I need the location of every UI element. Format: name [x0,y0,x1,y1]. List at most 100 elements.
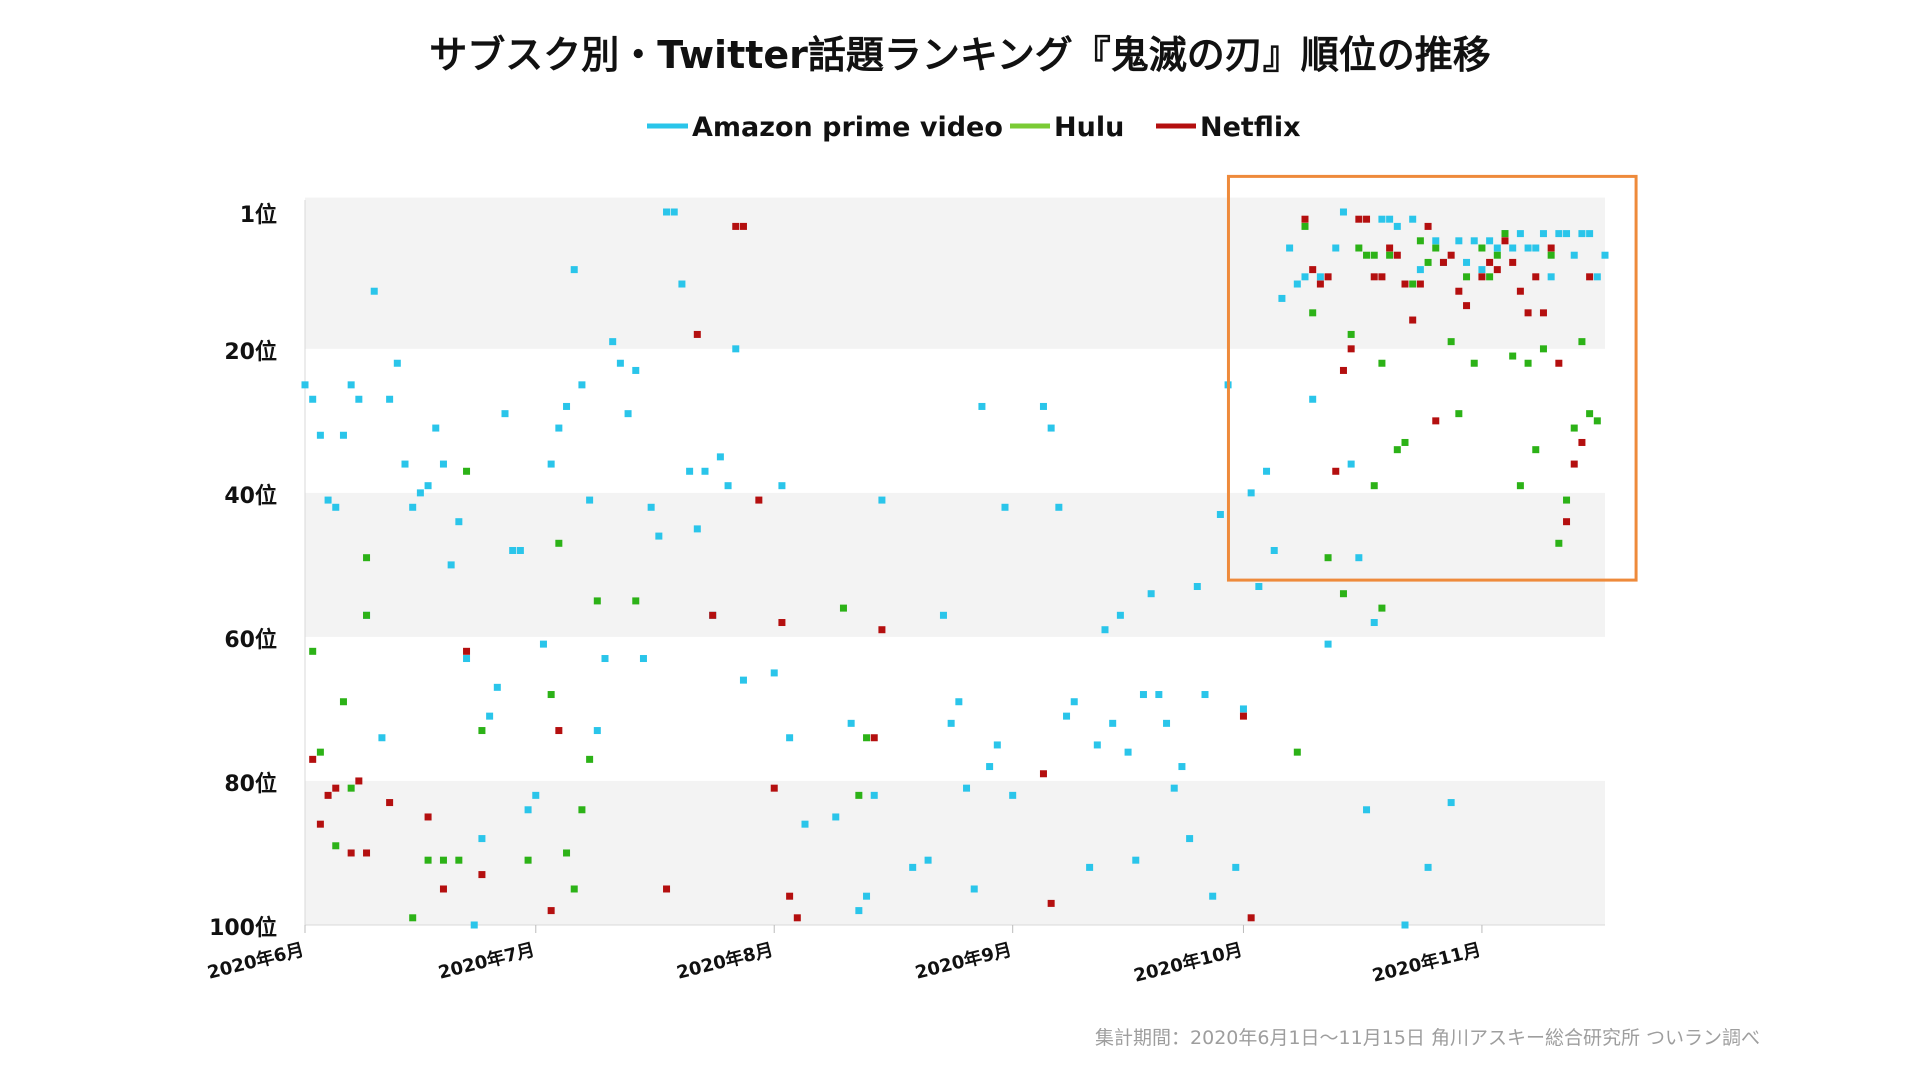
y-tick-label: 20位 [224,339,277,365]
amazon-prime-video-point [801,820,809,828]
netflix-point [1316,280,1324,288]
hulu-point [1563,496,1571,504]
hulu-point [563,849,571,857]
amazon-prime-video-point [1116,611,1124,619]
amazon-prime-video-point [1255,583,1263,591]
hulu-point [1493,251,1501,259]
amazon-prime-video-point [739,676,747,684]
amazon-prime-video-point [439,460,447,468]
y-tick-label: 40位 [224,483,277,509]
amazon-prime-video-point [1301,273,1309,281]
amazon-prime-video-point [724,482,732,490]
netflix-point [439,885,447,893]
amazon-prime-video-point [424,482,432,490]
amazon-prime-video-point [1132,856,1140,864]
amazon-prime-video-point [1155,691,1163,699]
amazon-prime-video-point [309,395,317,403]
amazon-prime-video-point [470,921,478,929]
amazon-prime-video-point [316,431,324,439]
background-band [305,197,1605,349]
amazon-prime-video-point [1363,806,1371,814]
amazon-prime-video-point [1416,266,1424,274]
hulu-point [1401,438,1409,446]
netflix-point [555,727,563,735]
netflix-point [1439,258,1447,266]
netflix-point [1324,273,1332,281]
background-band [305,780,1605,925]
amazon-prime-video-point [1386,215,1394,223]
amazon-prime-video-point [355,395,363,403]
hulu-point [1432,244,1440,252]
amazon-prime-video-point [432,424,440,432]
source-note: 集計期間：2020年6月1日〜11月15日 角川アスキー総合研究所 ついラン調べ [1095,1027,1760,1049]
netflix-point [1047,899,1055,907]
amazon-prime-video-point [601,655,609,663]
hulu-point [1539,345,1547,353]
amazon-prime-video-point [1086,863,1094,871]
hulu-point [593,597,601,605]
netflix-point [478,871,486,879]
amazon-prime-video-point [555,424,563,432]
hulu-point [1463,273,1471,281]
hulu-point [478,727,486,735]
amazon-prime-video-point [1286,244,1294,252]
y-tick-label: 80位 [224,771,277,797]
hulu-point [332,842,340,850]
hulu-point [347,784,355,792]
hulu-point [578,806,586,814]
hulu-point [1416,237,1424,245]
hulu-point [463,467,471,475]
hulu-point [1363,251,1371,259]
netflix-point [1570,460,1578,468]
amazon-prime-video-point [301,381,309,389]
legend-label-hulu: Hulu [1054,112,1124,143]
netflix-point [1416,280,1424,288]
amazon-prime-video-point [870,791,878,799]
hulu-point [1501,230,1509,238]
hulu-point [1301,222,1309,230]
hulu-point [439,856,447,864]
amazon-prime-video-point [963,784,971,792]
amazon-prime-video-point [609,338,617,346]
netflix-point [786,892,794,900]
data-points [301,208,1609,929]
amazon-prime-video-point [1178,763,1186,771]
amazon-prime-video-point [370,287,378,295]
amazon-prime-video-point [447,561,455,569]
netflix-point [332,784,340,792]
netflix-point [1378,273,1386,281]
axes [304,200,1605,933]
hulu-point [316,748,324,756]
netflix-point [1539,309,1547,317]
hulu-point [555,539,563,547]
netflix-point [1555,359,1563,367]
amazon-prime-video-point [347,381,355,389]
amazon-prime-video-point [678,280,686,288]
amazon-prime-video-point [1539,230,1547,238]
amazon-prime-video-point [847,719,855,727]
netflix-point [1409,316,1417,324]
hulu-point [1570,424,1578,432]
y-axis-tick-labels: 1位 20位 40位 60位 80位 100位 [209,202,277,941]
amazon-prime-video-point [716,453,724,461]
hulu-point [1555,539,1563,547]
hulu-point [586,755,594,763]
hulu-point [1516,482,1524,490]
amazon-prime-video-point [770,669,778,677]
netflix-point [316,820,324,828]
amazon-prime-video-point [1193,583,1201,591]
netflix-point [1309,266,1317,274]
amazon-prime-video-point [693,525,701,533]
hulu-point [547,691,555,699]
netflix-point [1455,287,1463,295]
amazon-prime-video-point [1039,402,1047,410]
netflix-point [1478,273,1486,281]
amazon-prime-video-point [1586,230,1594,238]
amazon-prime-video-point [563,402,571,410]
y-tick-label: 60位 [224,627,277,653]
hulu-point [1455,410,1463,418]
amazon-prime-video-point [324,496,332,504]
amazon-prime-video-point [1047,424,1055,432]
amazon-prime-video-point [386,395,394,403]
